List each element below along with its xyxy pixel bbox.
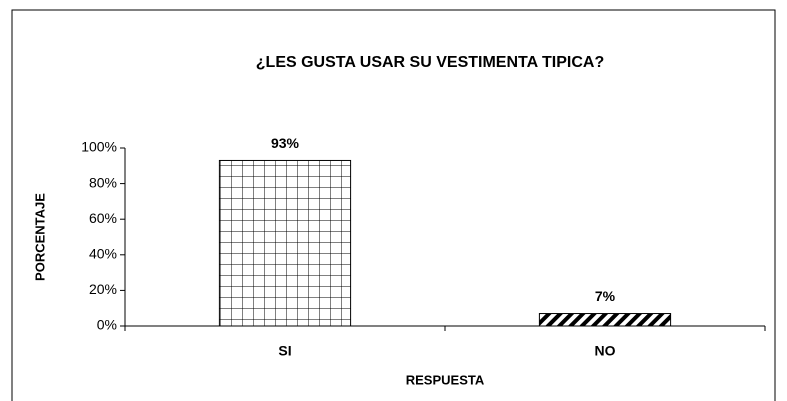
y-tick-label: 60% [89,210,117,226]
y-tick-label: 20% [89,281,117,297]
y-tick-label: 80% [89,174,117,190]
data-label: 93% [271,135,300,151]
data-label: 7% [595,288,616,304]
bar [538,313,672,327]
y-tick-label: 0% [97,317,117,333]
y-tick-label: 100% [81,139,117,155]
x-tick-label: NO [595,343,616,359]
chart-frame [11,9,776,401]
y-tick-label: 40% [89,246,117,262]
chart-title: ¿LES GUSTA USAR SU VESTIMENTA TIPICA? [256,54,604,71]
y-axis-label: PORCENTAJE [32,193,47,281]
bar [218,159,352,327]
x-axis-label: RESPUESTA [406,372,485,387]
x-tick-label: SI [278,343,291,359]
